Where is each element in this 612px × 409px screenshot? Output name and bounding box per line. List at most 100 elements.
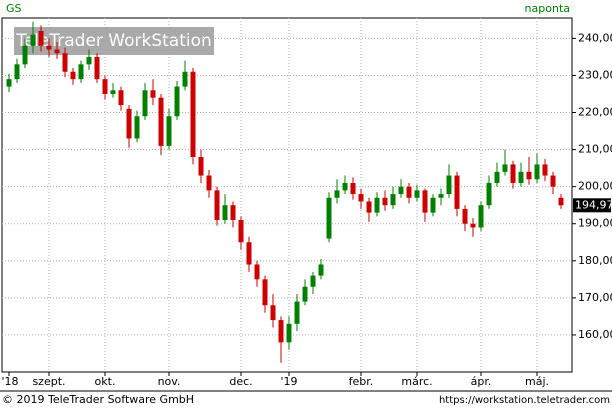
candle-body <box>502 164 508 172</box>
footer-left: © 2019 TeleTrader Software GmbH <box>2 393 194 406</box>
y-tick-label: 240,00 <box>578 31 612 44</box>
x-tick-label: nov. <box>158 375 181 388</box>
candle-body <box>70 71 76 80</box>
candle-body <box>414 190 420 198</box>
x-tick-label: okt. <box>95 375 116 388</box>
candle-body <box>38 30 44 46</box>
candle-body <box>126 108 132 139</box>
candle-body <box>550 175 556 187</box>
y-tick-label: 190,00 <box>578 217 612 230</box>
candle-body <box>438 194 444 198</box>
y-tick-label: 220,00 <box>578 106 612 119</box>
candle-body <box>182 71 188 87</box>
candle-body <box>142 90 148 117</box>
candle-body <box>30 34 36 46</box>
candle-body <box>534 164 540 180</box>
watermark-box <box>14 27 214 55</box>
last-price-box <box>573 198 611 213</box>
candle-body <box>118 90 124 106</box>
last-price-label: 194,97 <box>575 198 612 211</box>
candle-body <box>294 301 300 324</box>
candle-body <box>86 56 92 65</box>
candle-body <box>62 53 68 72</box>
chart-title: GS <box>6 2 22 15</box>
candle-body <box>358 194 364 202</box>
candle-body <box>102 79 108 94</box>
candle-body <box>174 86 180 117</box>
candle-body <box>6 79 12 87</box>
candle-body <box>318 264 324 276</box>
candle-body <box>462 208 468 224</box>
x-tick-label: '19 <box>280 375 297 388</box>
candle-body <box>110 90 116 94</box>
candle-body <box>478 205 484 228</box>
chart-subtitle: naponta <box>525 2 570 15</box>
candle-body <box>398 186 404 195</box>
candle-body <box>366 201 372 213</box>
candle-body <box>270 305 276 321</box>
candle-body <box>470 223 476 228</box>
candle-body <box>406 186 412 198</box>
candle-body <box>166 116 172 146</box>
candle-body <box>446 175 452 195</box>
candle-body <box>310 275 316 287</box>
y-tick-label: 170,00 <box>578 291 612 304</box>
candle-body <box>14 64 20 80</box>
candle-body <box>286 323 292 343</box>
candle-body <box>326 197 332 239</box>
candle-body <box>254 264 260 280</box>
candle-body <box>350 182 356 195</box>
candle-body <box>150 90 156 98</box>
candle-body <box>454 175 460 209</box>
candle-body <box>526 171 532 180</box>
candle-body <box>134 116 140 139</box>
candle-body <box>558 197 564 206</box>
y-tick-label: 230,00 <box>578 68 612 81</box>
candle-body <box>342 182 348 191</box>
candle-body <box>22 45 28 65</box>
x-tick-label: febr. <box>349 375 374 388</box>
candle-body <box>198 157 204 176</box>
candle-body <box>262 279 268 306</box>
x-tick-label: márc. <box>401 375 432 388</box>
candle-body <box>374 197 380 213</box>
candle-body <box>246 242 252 265</box>
x-tick-label: ápr. <box>471 375 492 388</box>
candle-body <box>230 205 236 221</box>
x-tick-label: máj. <box>525 375 549 388</box>
candle-body <box>510 164 516 183</box>
candle-body <box>46 45 52 50</box>
candle-body <box>206 175 212 191</box>
candle-body <box>382 197 388 206</box>
candle-body <box>542 164 548 176</box>
watermark: TeleTrader WorkStation <box>15 31 212 51</box>
x-tick-label: szept. <box>32 375 65 388</box>
y-tick-label: 200,00 <box>578 180 612 193</box>
candle-body <box>486 182 492 206</box>
candle-body <box>54 49 60 54</box>
candle-body <box>238 220 244 243</box>
candle-body <box>78 64 84 80</box>
x-tick-label: dec. <box>229 375 252 388</box>
candle-body <box>222 205 228 221</box>
candle-body <box>158 97 164 146</box>
y-tick-label: 180,00 <box>578 254 612 267</box>
footer-right: https://workstation.teletrader.com <box>439 395 610 406</box>
candle-body <box>214 190 220 221</box>
candle-body <box>430 197 436 213</box>
candle-body <box>94 56 100 80</box>
plot-frame <box>1 17 573 373</box>
candle-body <box>334 190 340 198</box>
y-tick-label: 210,00 <box>578 143 612 156</box>
x-tick-label: '18 <box>1 375 18 388</box>
y-tick-label: 160,00 <box>578 328 612 341</box>
candle-body <box>518 171 524 183</box>
candle-body <box>190 71 196 158</box>
candle-body <box>494 171 500 183</box>
candle-body <box>422 190 428 213</box>
candle-body <box>302 286 308 302</box>
candle-body <box>278 320 284 343</box>
